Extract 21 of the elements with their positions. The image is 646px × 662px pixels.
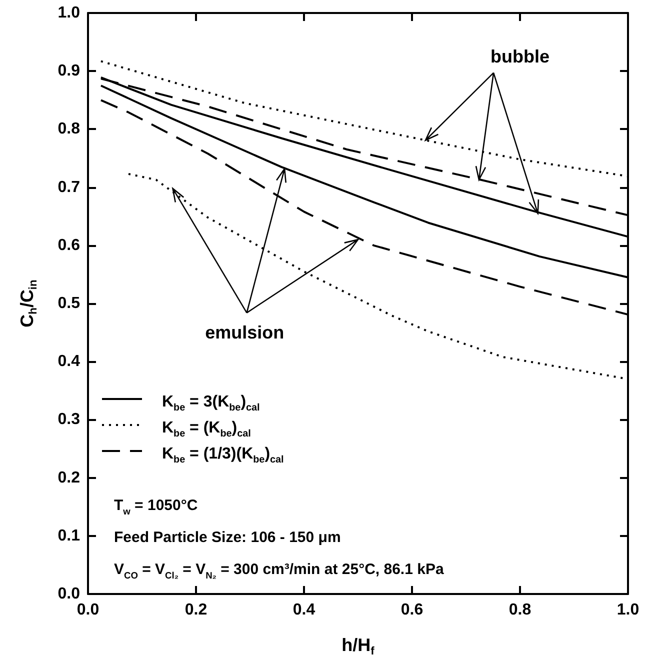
y-tick-label: 0.9 [58, 62, 80, 80]
annotation: Feed Particle Size: 106 - 150 μm [114, 529, 341, 546]
y-tick-label: 0.8 [58, 120, 80, 138]
y-tick-label: 0.3 [58, 411, 80, 428]
x-tick-label: 0.0 [76, 602, 100, 618]
annotation: emulsion [205, 322, 284, 343]
y-tick-label: 0.0 [58, 586, 80, 602]
x-tick-label: 1.0 [616, 602, 640, 618]
x-tick-label: 0.6 [400, 602, 424, 618]
y-tick-label: 0.4 [58, 353, 80, 370]
y-tick-label: 0.5 [58, 295, 80, 312]
y-axis-title: Ch/Cin [17, 279, 40, 328]
y-tick-label: 0.6 [58, 236, 80, 254]
y-tick-label: 0.2 [58, 469, 80, 486]
y-tick-label: 1.0 [58, 4, 80, 22]
x-tick-label: 0.8 [508, 602, 532, 618]
annotation: bubble [490, 46, 550, 67]
y-tick-label: 0.7 [58, 178, 80, 196]
x-tick-label: 0.2 [184, 602, 208, 618]
x-tick-label: 0.4 [292, 602, 316, 618]
y-tick-label: 0.1 [58, 527, 80, 544]
